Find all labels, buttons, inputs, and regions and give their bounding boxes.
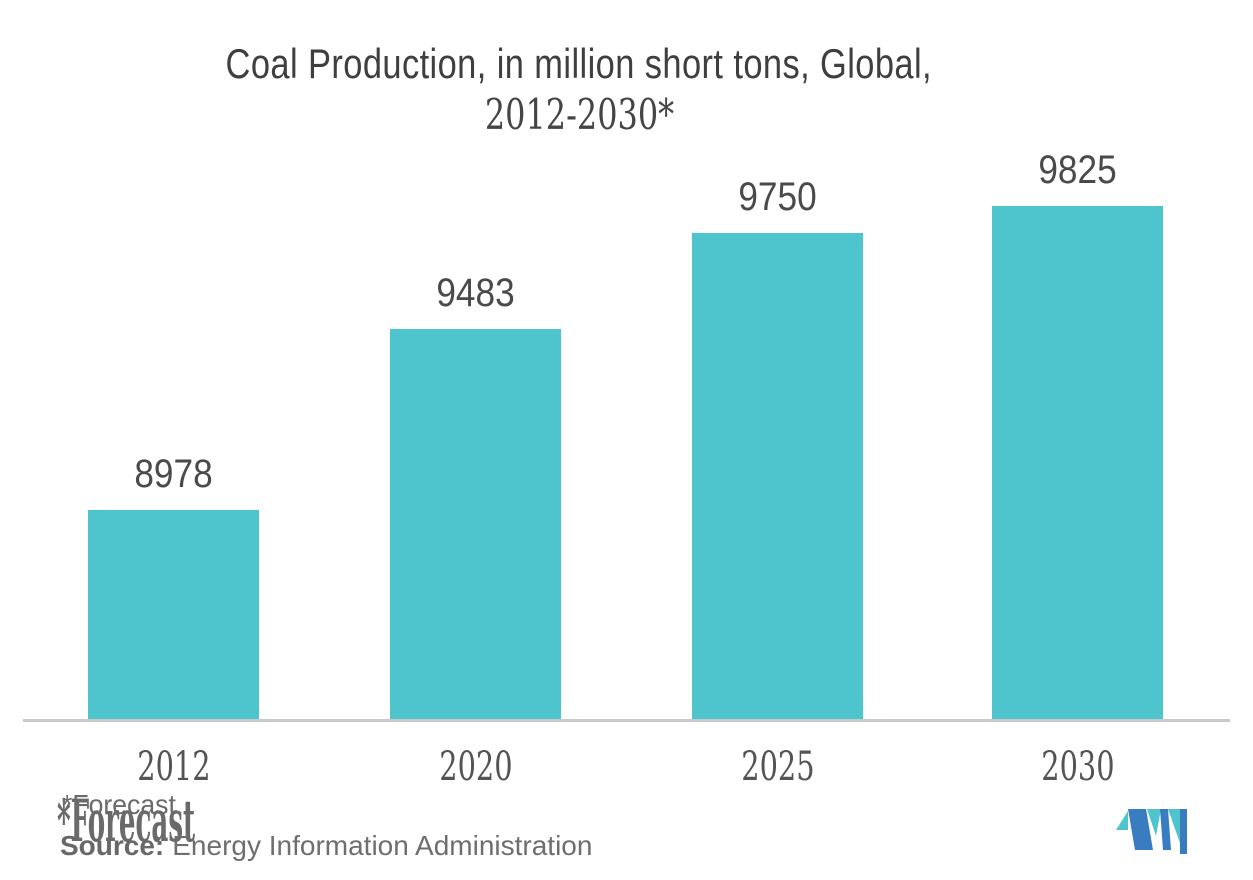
chart-title-line1: Coal Production, in million short tons, … bbox=[225, 40, 933, 87]
x-axis-label-2030: 2030 bbox=[1040, 744, 1115, 790]
logo-blue-right-bar bbox=[1180, 809, 1187, 854]
logo-blue-left-stroke bbox=[1128, 809, 1153, 850]
x-axis-line bbox=[23, 719, 1230, 722]
bar-value-label-2025: 9750 bbox=[738, 175, 817, 219]
bar-2025 bbox=[692, 233, 863, 719]
chart-title: Coal Production, in million short tons, … bbox=[0, 40, 1158, 140]
bar-value-label-2020: 9483 bbox=[436, 271, 515, 315]
bar-2020 bbox=[390, 329, 561, 719]
x-axis-label-2025: 2025 bbox=[740, 744, 815, 790]
bar-value-label-2012: 8978 bbox=[134, 452, 213, 496]
bar-2030 bbox=[992, 206, 1163, 719]
logo-teal-mid-triangle bbox=[1147, 809, 1161, 836]
logo-teal-left-triangle bbox=[1116, 811, 1128, 830]
bar-value-label-2030: 9825 bbox=[1038, 148, 1117, 192]
forecast-note-ghost-text: *Forecast bbox=[57, 787, 196, 855]
x-axis-label-2012: 2012 bbox=[136, 744, 211, 790]
forecast-note: *Forecast bbox=[62, 789, 176, 820]
source-text: Energy Information Administration bbox=[172, 830, 593, 861]
mordor-intelligence-logo bbox=[1116, 809, 1187, 854]
source-label: Source: bbox=[60, 830, 165, 861]
logo-blue-mid-stroke bbox=[1160, 809, 1171, 850]
logo-teal-right-triangle bbox=[1168, 809, 1180, 843]
chart-title-line2: 2012-2030* bbox=[484, 90, 674, 139]
x-axis-label-2020: 2020 bbox=[438, 744, 513, 790]
source-line: Source: Energy Information Administration bbox=[60, 832, 592, 860]
bar-2012 bbox=[88, 510, 259, 719]
